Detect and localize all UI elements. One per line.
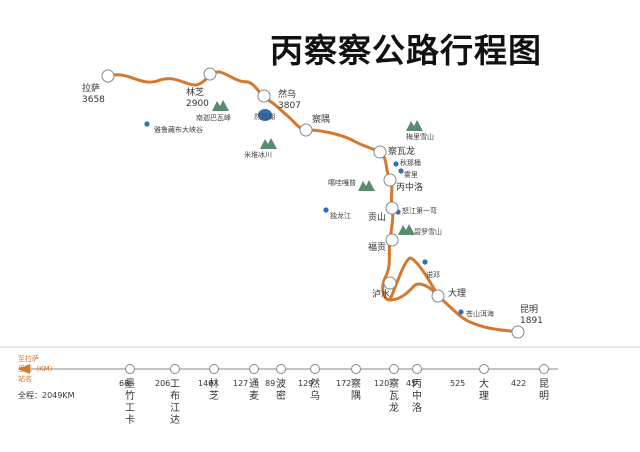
landmark-label-nanjiabawa: 南迦巴瓦峰	[196, 114, 231, 122]
arrow-label-to-lasa: 至拉萨	[18, 355, 39, 363]
station-name-label: 然乌	[310, 379, 320, 402]
station-node	[351, 364, 361, 374]
segment-km-label: 68	[119, 379, 130, 388]
town-marker	[385, 233, 399, 247]
station-node	[170, 364, 180, 374]
map-title: 丙察察公路行程图	[270, 31, 542, 70]
landmark-label-nuobang: 诺邓	[426, 271, 440, 279]
mountain-icon	[212, 100, 229, 111]
town-marker	[383, 173, 397, 187]
segment-km-label: 127	[233, 379, 249, 388]
station-node	[389, 364, 399, 374]
route-total: 全程：2049KM	[18, 391, 75, 400]
landmark-label-meili: 梅里雪山	[406, 133, 434, 141]
segment-km-label: 146	[198, 379, 214, 388]
station-name-label: 墨竹工卡	[125, 379, 135, 426]
road-branch-dali-kunming	[388, 256, 440, 302]
landmark-label-qiunatong: 秋那桶	[400, 159, 421, 167]
mountain-icon	[406, 120, 423, 131]
town-label-gongshan: 贡山	[368, 213, 387, 223]
landmark-label-yarlung: 雅鲁藏布大峡谷	[154, 126, 203, 134]
station-name-label: 昆明	[539, 379, 549, 402]
segment-km-label: 120	[374, 379, 390, 388]
town-label-chayu: 察隅	[312, 115, 331, 125]
town-label-bingzhongluo: 丙中洛	[396, 183, 424, 193]
station-name-label: 大理	[479, 379, 489, 402]
landmark-label-biluo: 碧罗雪山	[414, 228, 442, 236]
landmark-label-wuli: 雾里	[404, 171, 418, 179]
mountain-icon	[358, 180, 375, 191]
lake-icon	[258, 109, 272, 121]
station-node	[539, 364, 549, 374]
town-label-ranwu: 然乌 3807	[278, 90, 301, 111]
landmark-dot	[458, 309, 464, 315]
town-marker	[383, 276, 397, 290]
town-marker	[203, 67, 217, 81]
station-name-label: 工布江达	[170, 379, 180, 426]
town-label-lasa: 拉萨 3658	[82, 84, 105, 105]
station-name-label: 丙中洛	[412, 379, 422, 414]
segment-km-label: 129	[298, 379, 314, 388]
landmark-dot	[398, 168, 404, 174]
landmark-label-dulong: 独龙江	[330, 212, 351, 220]
landmark-dot	[393, 161, 399, 167]
station-node	[479, 364, 489, 374]
segment-km-label: 206	[155, 379, 171, 388]
town-marker	[101, 69, 115, 83]
station-name-label: 察瓦龙	[389, 379, 399, 414]
segment-km-label: 45	[406, 379, 417, 388]
mountain-icon	[260, 138, 277, 149]
station-node	[209, 364, 219, 374]
landmark-dot	[323, 207, 329, 213]
town-marker	[373, 145, 387, 159]
arrow-label-station: 站名	[18, 375, 32, 383]
town-marker	[299, 123, 313, 137]
station-name-label: 林芝	[209, 379, 219, 402]
town-label-lushui: 泸水	[372, 290, 391, 300]
mountain-icon	[398, 224, 415, 235]
station-name-label: 波密	[276, 379, 286, 402]
arrow-left-icon	[18, 364, 30, 374]
town-label-dali: 大理	[448, 289, 467, 299]
segment-km-label: 525	[450, 379, 466, 388]
town-marker	[257, 89, 271, 103]
landmark-label-ranwuhu: 然乌湖	[254, 113, 275, 121]
station-node	[249, 364, 259, 374]
landmark-dot	[422, 259, 428, 265]
station-node	[412, 364, 422, 374]
station-name-label: 通麦	[249, 379, 259, 402]
segment-km-label: 172	[336, 379, 352, 388]
landmark-label-nujiang: 怒江第一弯	[402, 207, 437, 215]
town-label-fugong: 福贡	[368, 243, 387, 253]
landmark-label-erhai: 苍山洱海	[466, 310, 494, 318]
landmark-label-midui: 米堆冰川	[244, 151, 272, 159]
town-label-kunming: 昆明 1891	[520, 305, 543, 326]
station-name-label: 察隅	[351, 379, 361, 402]
station-node	[276, 364, 286, 374]
station-node	[310, 364, 320, 374]
arrow-label-km: 里程（KM）	[18, 365, 57, 373]
town-marker	[385, 201, 399, 215]
town-marker	[511, 325, 525, 339]
town-label-chawalong: 察瓦龙	[388, 147, 416, 157]
landmark-label-kagebo: 噶哇嘎普	[328, 179, 356, 187]
station-node	[125, 364, 135, 374]
town-marker	[431, 289, 445, 303]
landmark-dot	[144, 121, 150, 127]
segment-km-label: 89	[265, 379, 276, 388]
town-label-linzhi: 林芝 2900	[186, 88, 209, 109]
segment-km-label: 422	[511, 379, 527, 388]
